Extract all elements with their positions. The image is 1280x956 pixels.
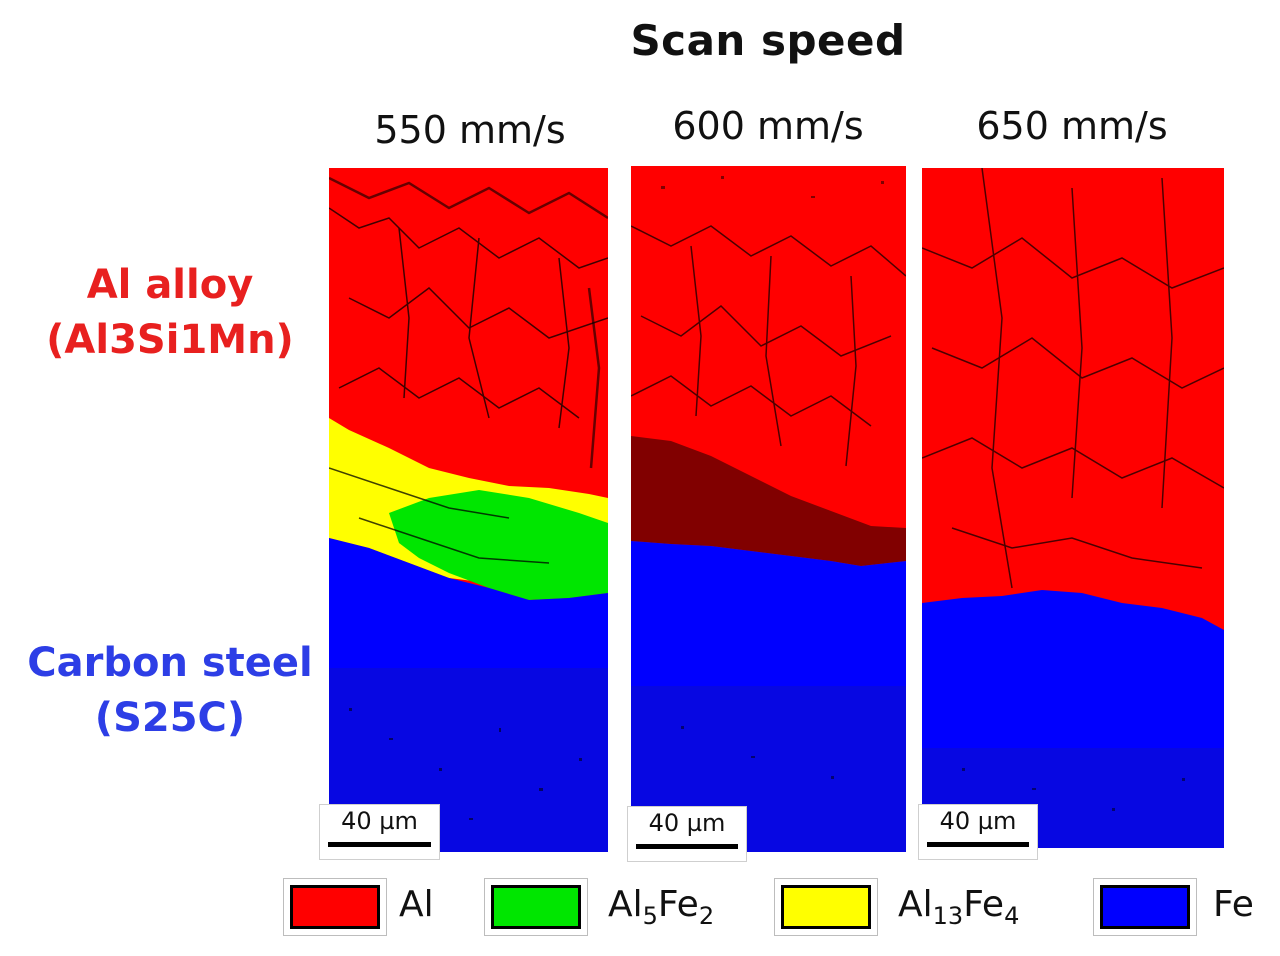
phase-map-600 xyxy=(631,166,906,852)
scale-bar-600: 40 µm xyxy=(627,806,747,862)
scale-bar-line xyxy=(328,842,431,847)
phase-map-650 xyxy=(922,168,1224,848)
row-label-al-alloy-name: Al alloy xyxy=(86,262,254,308)
legend-swatch-al13fe4 xyxy=(774,878,878,936)
legend-swatch-fill xyxy=(290,885,380,929)
column-label-650: 650 mm/s xyxy=(976,104,1168,148)
legend-swatch-fill xyxy=(1100,885,1190,929)
legend-label-fe: Fe xyxy=(1213,884,1254,925)
row-label-carbon-steel-name: Carbon steel xyxy=(27,640,313,686)
scale-bar-line xyxy=(636,844,738,849)
row-label-carbon-steel: Carbon steel (S25C) xyxy=(0,636,340,746)
legend-swatch-al5fe2 xyxy=(484,878,588,936)
legend-swatch-fill xyxy=(781,885,871,929)
ebsd-panel-550 xyxy=(329,168,608,852)
legend-swatch-fe xyxy=(1093,878,1197,936)
row-label-al-alloy-grade: (Al3Si1Mn) xyxy=(46,317,294,363)
scale-bar-550: 40 µm xyxy=(319,804,440,860)
scale-bar-label: 40 µm xyxy=(341,807,418,835)
scale-bar-650: 40 µm xyxy=(918,804,1038,860)
scale-bar-label: 40 µm xyxy=(939,807,1017,835)
phase-map-550 xyxy=(329,168,608,852)
column-label-550: 550 mm/s xyxy=(374,108,566,152)
legend-swatch-fill xyxy=(491,885,581,929)
ebsd-panel-600 xyxy=(631,166,906,852)
figure-title: Scan speed xyxy=(630,16,906,65)
legend-swatch-al xyxy=(283,878,387,936)
row-label-carbon-steel-grade: (S25C) xyxy=(94,695,246,741)
ebsd-panel-650 xyxy=(922,168,1224,848)
scale-bar-line xyxy=(927,842,1029,847)
legend-label-al: Al xyxy=(399,884,434,925)
legend-label-al13fe4: Al13Fe4 xyxy=(898,884,1020,930)
column-label-600: 600 mm/s xyxy=(672,104,864,148)
row-label-al-alloy: Al alloy (Al3Si1Mn) xyxy=(0,258,340,368)
scale-bar-label: 40 µm xyxy=(648,809,726,837)
legend-label-al5fe2: Al5Fe2 xyxy=(608,884,715,930)
